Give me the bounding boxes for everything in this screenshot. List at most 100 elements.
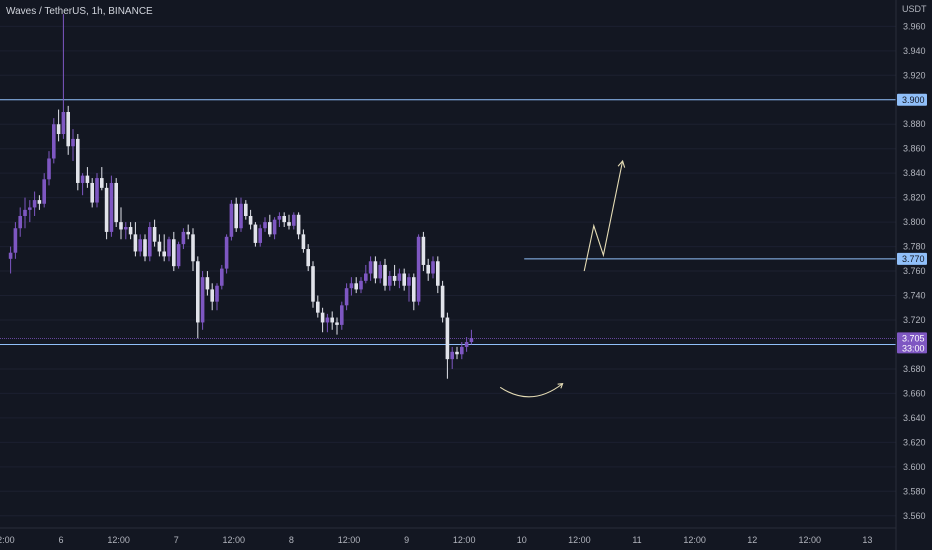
x-tick-label: 12:00 xyxy=(568,535,591,545)
candle-body xyxy=(407,277,411,286)
x-tick-label: 12:00 xyxy=(223,535,246,545)
candle-body xyxy=(436,261,440,286)
candle-body xyxy=(172,239,176,267)
candle-body xyxy=(157,241,162,252)
y-tick-label: 3.720 xyxy=(903,315,926,325)
candle-body xyxy=(354,283,358,290)
candle-body xyxy=(85,175,90,183)
y-tick-label: 3.880 xyxy=(903,119,926,129)
candle-body xyxy=(359,280,363,290)
y-tick-label: 3.600 xyxy=(903,462,926,472)
candle-body xyxy=(95,178,99,203)
candle-body xyxy=(200,277,205,323)
candle-body xyxy=(90,182,94,203)
candle-body xyxy=(440,285,445,318)
candle-body xyxy=(66,112,70,147)
candle-body xyxy=(397,273,402,281)
candle-body xyxy=(42,179,46,204)
y-tick-label: 3.760 xyxy=(903,266,926,276)
candle-body xyxy=(205,277,210,290)
candle-body xyxy=(316,301,320,313)
candle-body xyxy=(344,288,349,306)
x-tick-label: 12:00 xyxy=(683,535,706,545)
candle-body xyxy=(268,222,272,235)
candle-body xyxy=(373,261,378,279)
candle-body xyxy=(282,216,286,223)
candle-body xyxy=(253,224,258,243)
candle-body xyxy=(258,228,262,243)
projection-path[interactable] xyxy=(583,160,624,272)
candle-body xyxy=(23,209,27,216)
level-tag-label: 3.900 xyxy=(902,95,925,105)
candle-body xyxy=(460,346,464,355)
candle-body xyxy=(464,342,469,347)
candle-body xyxy=(306,249,310,267)
time-axis[interactable]: 12:00 6 12:00 7 12:00 8 12:00 9 12:00 10 12:00 11 12… xyxy=(0,527,896,545)
x-tick-label: 12 xyxy=(747,535,757,545)
candle-body xyxy=(287,222,291,226)
candle-body xyxy=(37,200,42,204)
candle-body xyxy=(330,317,334,323)
x-tick-label: 12:00 xyxy=(0,535,15,545)
candles xyxy=(8,14,474,379)
candle-body xyxy=(296,214,301,235)
candle-body xyxy=(104,187,109,232)
candle-body xyxy=(186,231,190,235)
y-tick-label: 3.640 xyxy=(903,413,926,423)
candle-body xyxy=(234,203,238,229)
candle-body xyxy=(133,234,138,252)
candle-body xyxy=(320,312,325,323)
candle-body xyxy=(128,227,133,235)
candle-body xyxy=(124,227,128,230)
candle-body xyxy=(138,239,142,252)
y-tick-label: 3.840 xyxy=(903,168,926,178)
candle-body xyxy=(109,182,114,232)
currency-label: USDT xyxy=(902,4,927,14)
candle-body xyxy=(13,228,18,253)
y-tick-label: 3.680 xyxy=(903,364,926,374)
candle-body xyxy=(114,182,118,223)
y-tick-label: 3.660 xyxy=(903,388,926,398)
x-tick-label: 12:00 xyxy=(107,535,130,545)
candle-body xyxy=(167,239,171,257)
candle-body xyxy=(119,222,123,230)
candle-body xyxy=(224,236,229,269)
candle-body xyxy=(47,158,51,180)
y-tick-label: 3.940 xyxy=(903,46,926,56)
y-tick-label: 3.780 xyxy=(903,242,926,252)
candle-body xyxy=(32,200,37,208)
candle-body xyxy=(292,214,296,226)
candle-body xyxy=(311,266,315,302)
candle-body xyxy=(325,317,330,323)
drawings[interactable] xyxy=(499,159,626,398)
y-tick-label: 3.860 xyxy=(903,144,926,154)
candle-body xyxy=(71,138,75,147)
y-tick-label: 3.960 xyxy=(903,21,926,31)
x-tick-label: 10 xyxy=(517,535,527,545)
candle-body xyxy=(229,203,234,237)
candle-body xyxy=(364,273,368,281)
curve-arrow[interactable] xyxy=(499,383,563,398)
candle-body xyxy=(392,275,397,281)
candle-body xyxy=(191,234,195,262)
candle-body xyxy=(56,124,61,135)
candle-body xyxy=(301,234,306,250)
candle-body xyxy=(220,268,224,286)
candle-body xyxy=(335,322,339,325)
y-tick-label: 3.920 xyxy=(903,70,926,80)
price-axis[interactable]: USDT 3.960 3.940 3.920 3.900 3.880 3.860 3.840… xyxy=(895,0,927,550)
candle-body xyxy=(143,239,147,257)
candle-body xyxy=(244,203,248,216)
candle-body xyxy=(248,216,253,225)
candle-body xyxy=(210,289,214,302)
candle-body xyxy=(215,285,219,302)
candle-body xyxy=(445,317,450,360)
candle-body xyxy=(28,207,32,210)
candle-body xyxy=(239,203,243,229)
y-tick-label: 3.740 xyxy=(903,291,926,301)
x-tick-label: 7 xyxy=(174,535,179,545)
candle-body xyxy=(76,138,80,183)
countdown-label: 33:00 xyxy=(902,343,925,353)
